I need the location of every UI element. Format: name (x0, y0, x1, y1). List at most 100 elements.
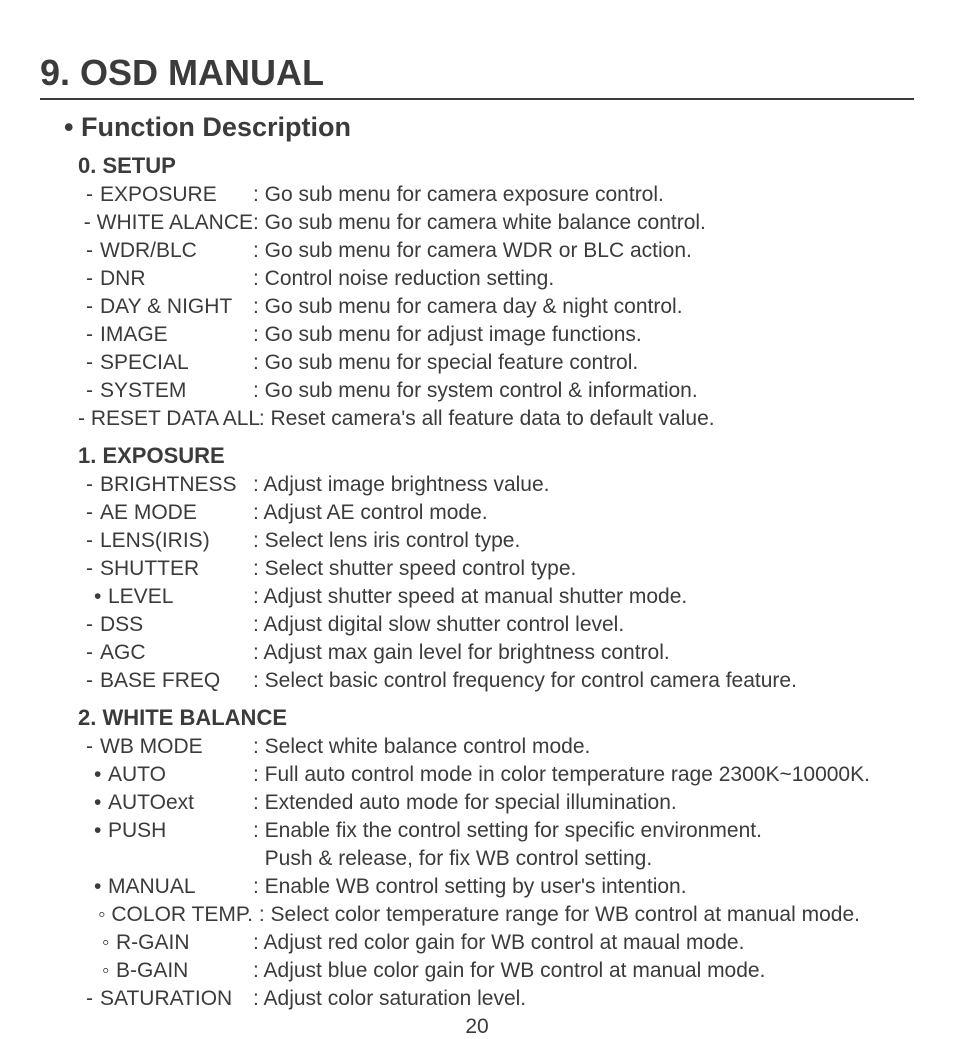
term-text: LENS(IRIS) (100, 527, 210, 555)
definition-row: - SPECIAL : Go sub menu for special featu… (78, 349, 914, 377)
term-description: : Adjust blue color gain for WB control … (253, 957, 914, 985)
definition-row: - EXPOSURE: Go sub menu for camera expos… (78, 181, 914, 209)
term-label: ◦ COLOR TEMP. (78, 901, 253, 929)
term-text: WHITE ALANCE (97, 209, 253, 237)
term-text: DNR (100, 265, 146, 293)
term-description: : Go sub menu for adjust image functions… (253, 321, 914, 349)
term-label: - AGC (78, 639, 253, 667)
definition-row: • AUTO: Full auto control mode in color … (78, 761, 914, 789)
definition-row: ◦ B-GAIN: Adjust blue color gain for WB … (78, 957, 914, 985)
definition-row: • PUSH: Enable fix the control setting f… (78, 817, 914, 873)
bullet-icon: • (94, 873, 108, 901)
bullet-icon: ◦ (102, 957, 116, 985)
term-text: LEVEL (108, 583, 173, 611)
term-description: : Adjust color saturation level. (253, 985, 914, 1013)
term-label: - AE MODE (78, 499, 253, 527)
bullet-icon: - (86, 499, 100, 527)
bullet-icon: • (94, 583, 108, 611)
term-description: : Select basic control frequency for con… (253, 667, 914, 695)
page-title: 9. OSD MANUAL (40, 52, 914, 100)
definition-row: - DNR: Control noise reduction setting. (78, 265, 914, 293)
term-description: : Adjust image brightness value. (253, 471, 914, 499)
indent-spacer (78, 377, 86, 405)
bullet-icon: - (86, 377, 100, 405)
indent-spacer (78, 817, 94, 873)
indent-spacer (78, 733, 86, 761)
term-text: SYSTEM (100, 377, 186, 405)
term-text: WB MODE (100, 733, 203, 761)
term-label: - DNR (78, 265, 253, 293)
indent-spacer (78, 349, 86, 377)
term-description: : Go sub menu for camera exposure contro… (253, 181, 914, 209)
indent-spacer (78, 985, 86, 1013)
term-text: BRIGHTNESS (100, 471, 237, 499)
indent-spacer (78, 237, 86, 265)
section-heading: • Function Description (64, 112, 914, 143)
term-label: ◦ B-GAIN (78, 957, 253, 985)
bullet-icon: • (94, 817, 108, 873)
term-description: : Select lens iris control type. (253, 527, 914, 555)
indent-spacer (78, 181, 86, 209)
term-description: : Go sub menu for camera day & night con… (253, 293, 914, 321)
indent-spacer (78, 667, 86, 695)
term-text: AE MODE (100, 499, 197, 527)
term-description: : Control noise reduction setting. (253, 265, 914, 293)
term-label: ◦ R-GAIN (78, 929, 253, 957)
term-text: PUSH (108, 817, 166, 873)
bullet-icon: ◦ (98, 901, 111, 929)
bullet-icon: - (86, 611, 100, 639)
indent-spacer (78, 499, 86, 527)
bullet-icon: - (86, 349, 100, 377)
term-text: AUTOext (108, 789, 194, 817)
term-description: : Go sub menu for camera white balance c… (253, 209, 914, 237)
bullet-icon: • (94, 761, 108, 789)
term-label: - LENS(IRIS) (78, 527, 253, 555)
term-label: - WB MODE (78, 733, 253, 761)
term-description: : Select white balance control mode. (253, 733, 914, 761)
term-label: - EXPOSURE (78, 181, 253, 209)
bullet-icon: - (86, 555, 100, 583)
term-description: : Adjust max gain level for brightness c… (253, 639, 914, 667)
page-number: 20 (40, 1015, 914, 1039)
term-text: SHUTTER (100, 555, 199, 583)
indent-spacer (78, 555, 86, 583)
term-description: : Adjust digital slow shutter control le… (253, 611, 914, 639)
term-text: SPECIAL (100, 349, 189, 377)
definition-row: - SATURATION: Adjust color saturation le… (78, 985, 914, 1013)
indent-spacer (78, 957, 102, 985)
term-description: : Adjust red color gain for WB control a… (253, 929, 914, 957)
term-label: - SHUTTER (78, 555, 253, 583)
definition-row: - DSS: Adjust digital slow shutter contr… (78, 611, 914, 639)
indent-spacer (78, 901, 98, 929)
term-text: DAY & NIGHT (100, 293, 232, 321)
term-description: : Reset camera's all feature data to def… (253, 405, 914, 433)
term-label: - WDR/BLC (78, 237, 253, 265)
definition-row: ◦ R-GAIN: Adjust red color gain for WB c… (78, 929, 914, 957)
indent-spacer (78, 639, 86, 667)
term-label: • LEVEL (78, 583, 253, 611)
definition-row: - SHUTTER: Select shutter speed control … (78, 555, 914, 583)
indent-spacer (78, 929, 102, 957)
definition-row: • MANUAL: Enable WB control setting by u… (78, 873, 914, 901)
term-description: : Adjust AE control mode. (253, 499, 914, 527)
definition-row: - WB MODE: Select white balance control … (78, 733, 914, 761)
term-label: - BASE FREQ (78, 667, 253, 695)
term-text: EXPOSURE (100, 181, 217, 209)
term-text: MANUAL (108, 873, 196, 901)
term-text: AGC (100, 639, 146, 667)
indent-spacer (78, 471, 86, 499)
bullet-icon: - (86, 667, 100, 695)
term-label: - BRIGHTNESS (78, 471, 253, 499)
indent-spacer (78, 611, 86, 639)
term-text: COLOR TEMP. (111, 901, 253, 929)
term-label: - WHITE ALANCE (78, 209, 253, 237)
term-label: • PUSH (78, 817, 253, 873)
bullet-icon: ◦ (102, 929, 116, 957)
definition-row: - BRIGHTNESS: Adjust image brightness va… (78, 471, 914, 499)
term-description: : Go sub menu for special feature contro… (253, 349, 914, 377)
definition-row: - AGC: Adjust max gain level for brightn… (78, 639, 914, 667)
definition-row: - WDR/BLC: Go sub menu for camera WDR or… (78, 237, 914, 265)
definition-row: - WHITE ALANCE: Go sub menu for camera w… (78, 209, 914, 237)
term-text: B-GAIN (116, 957, 188, 985)
term-text: IMAGE (100, 321, 168, 349)
